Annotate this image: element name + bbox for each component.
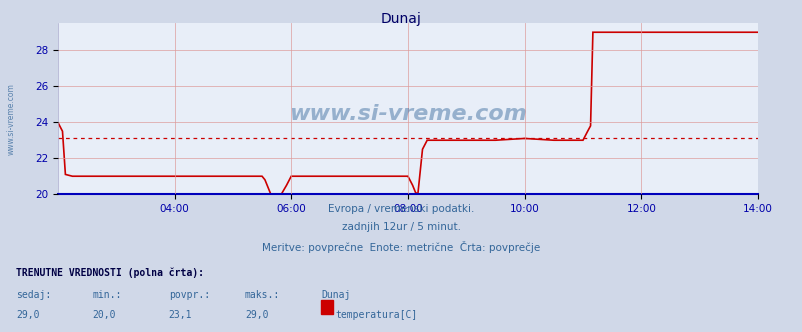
- Text: Dunaj: Dunaj: [321, 290, 350, 300]
- Text: TRENUTNE VREDNOSTI (polna črta):: TRENUTNE VREDNOSTI (polna črta):: [16, 267, 204, 278]
- Text: 29,0: 29,0: [16, 310, 39, 320]
- Text: 29,0: 29,0: [245, 310, 268, 320]
- Text: povpr.:: povpr.:: [168, 290, 209, 300]
- Text: www.si-vreme.com: www.si-vreme.com: [289, 104, 526, 124]
- Text: Dunaj: Dunaj: [381, 12, 421, 26]
- Text: zadnjih 12ur / 5 minut.: zadnjih 12ur / 5 minut.: [342, 222, 460, 232]
- Text: min.:: min.:: [92, 290, 122, 300]
- Text: Evropa / vremenski podatki.: Evropa / vremenski podatki.: [328, 204, 474, 214]
- Text: 23,1: 23,1: [168, 310, 192, 320]
- Text: www.si-vreme.com: www.si-vreme.com: [6, 84, 15, 155]
- Text: sedaj:: sedaj:: [16, 290, 51, 300]
- Text: Meritve: povprečne  Enote: metrične  Črta: povprečje: Meritve: povprečne Enote: metrične Črta:…: [262, 241, 540, 253]
- Text: maks.:: maks.:: [245, 290, 280, 300]
- Text: 20,0: 20,0: [92, 310, 115, 320]
- Text: temperatura[C]: temperatura[C]: [335, 310, 417, 320]
